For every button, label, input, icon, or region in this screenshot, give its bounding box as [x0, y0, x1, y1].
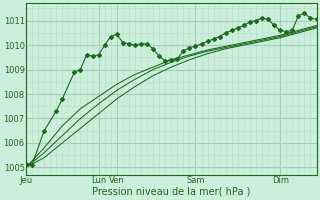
X-axis label: Pression niveau de la mer( hPa ): Pression niveau de la mer( hPa )	[92, 187, 251, 197]
